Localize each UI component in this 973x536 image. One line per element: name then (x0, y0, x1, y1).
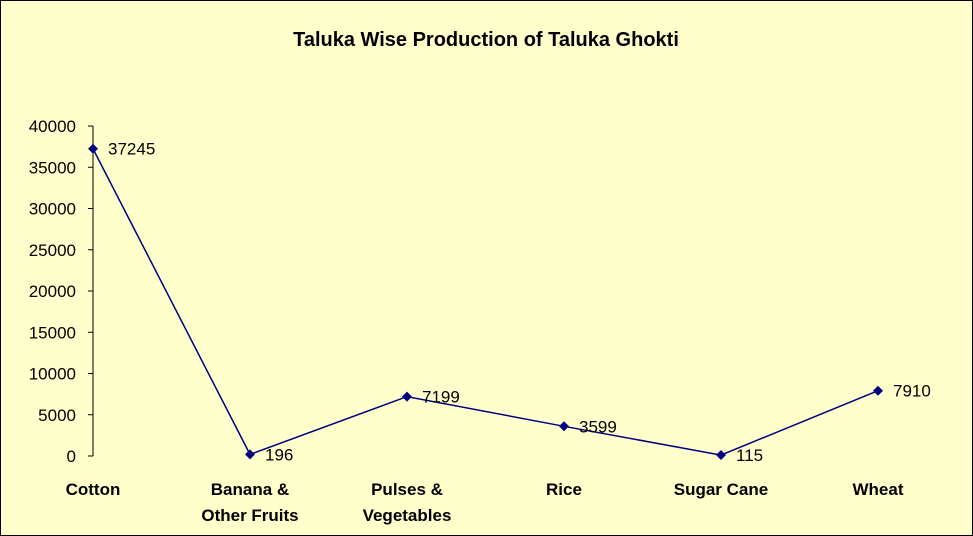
marker (88, 143, 98, 154)
x-tick-label: Banana & Other Fruits (201, 480, 298, 525)
y-tick-label: 35000 (29, 158, 76, 177)
chart-title: Taluka Wise Production of Taluka Ghokti (293, 29, 679, 51)
x-tick-label: Sugar Cane (674, 480, 768, 499)
x-tick-label: Wheat (853, 480, 904, 499)
y-tick-label: 25000 (29, 241, 76, 260)
y-tick-label: 5000 (38, 406, 76, 425)
data-label: 115 (736, 446, 763, 465)
marker (245, 449, 255, 460)
data-label: 37245 (108, 140, 155, 159)
marker (559, 421, 569, 432)
data-label: 7910 (893, 382, 931, 401)
x-tick-label: Pulses & Vegetables (363, 480, 452, 525)
marker (873, 385, 883, 396)
data-label: 3599 (579, 417, 617, 436)
data-label: 7199 (422, 388, 460, 407)
y-tick-label: 30000 (29, 200, 76, 219)
x-tick-label: Cotton (66, 480, 121, 499)
x-tick-label: Rice (546, 480, 582, 499)
y-tick-label: 40000 (29, 117, 76, 136)
marker (716, 450, 726, 461)
y-tick-label: 15000 (29, 323, 76, 342)
y-tick-label: 0 (67, 447, 76, 466)
y-tick-label: 10000 (29, 365, 76, 384)
data-label: 196 (265, 445, 293, 464)
y-tick-label: 20000 (29, 282, 76, 301)
line (92, 148, 879, 456)
marker (402, 391, 412, 402)
